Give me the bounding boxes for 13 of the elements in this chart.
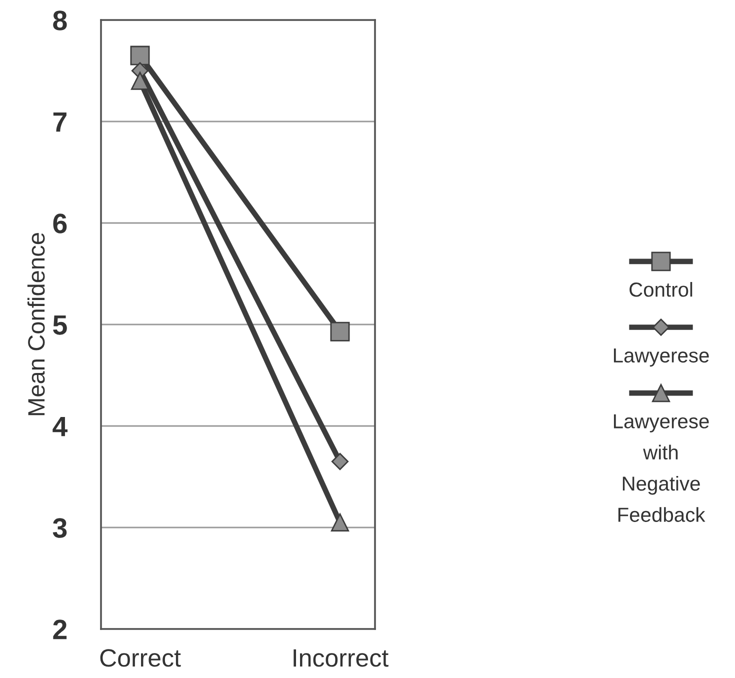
y-tick-label: 4: [52, 416, 68, 436]
x-tick-label: Correct: [100, 649, 181, 667]
legend-label: Lawyerese: [614, 348, 709, 367]
legend-label: Lawyerese with Negative Feedback: [614, 414, 709, 522]
y-tick-label: 7: [53, 112, 66, 132]
y-tick-label: 3: [52, 518, 67, 538]
x-tick-label: Incorrect: [294, 649, 388, 667]
legend-label: Control: [630, 282, 692, 297]
y-tick-label: 2: [53, 620, 67, 640]
y-tick-label: 8: [53, 10, 67, 30]
y-tick-label: 6: [53, 214, 67, 234]
y-tick-label: 5: [53, 315, 67, 335]
y-axis-title: Mean Confidence: [27, 233, 45, 416]
